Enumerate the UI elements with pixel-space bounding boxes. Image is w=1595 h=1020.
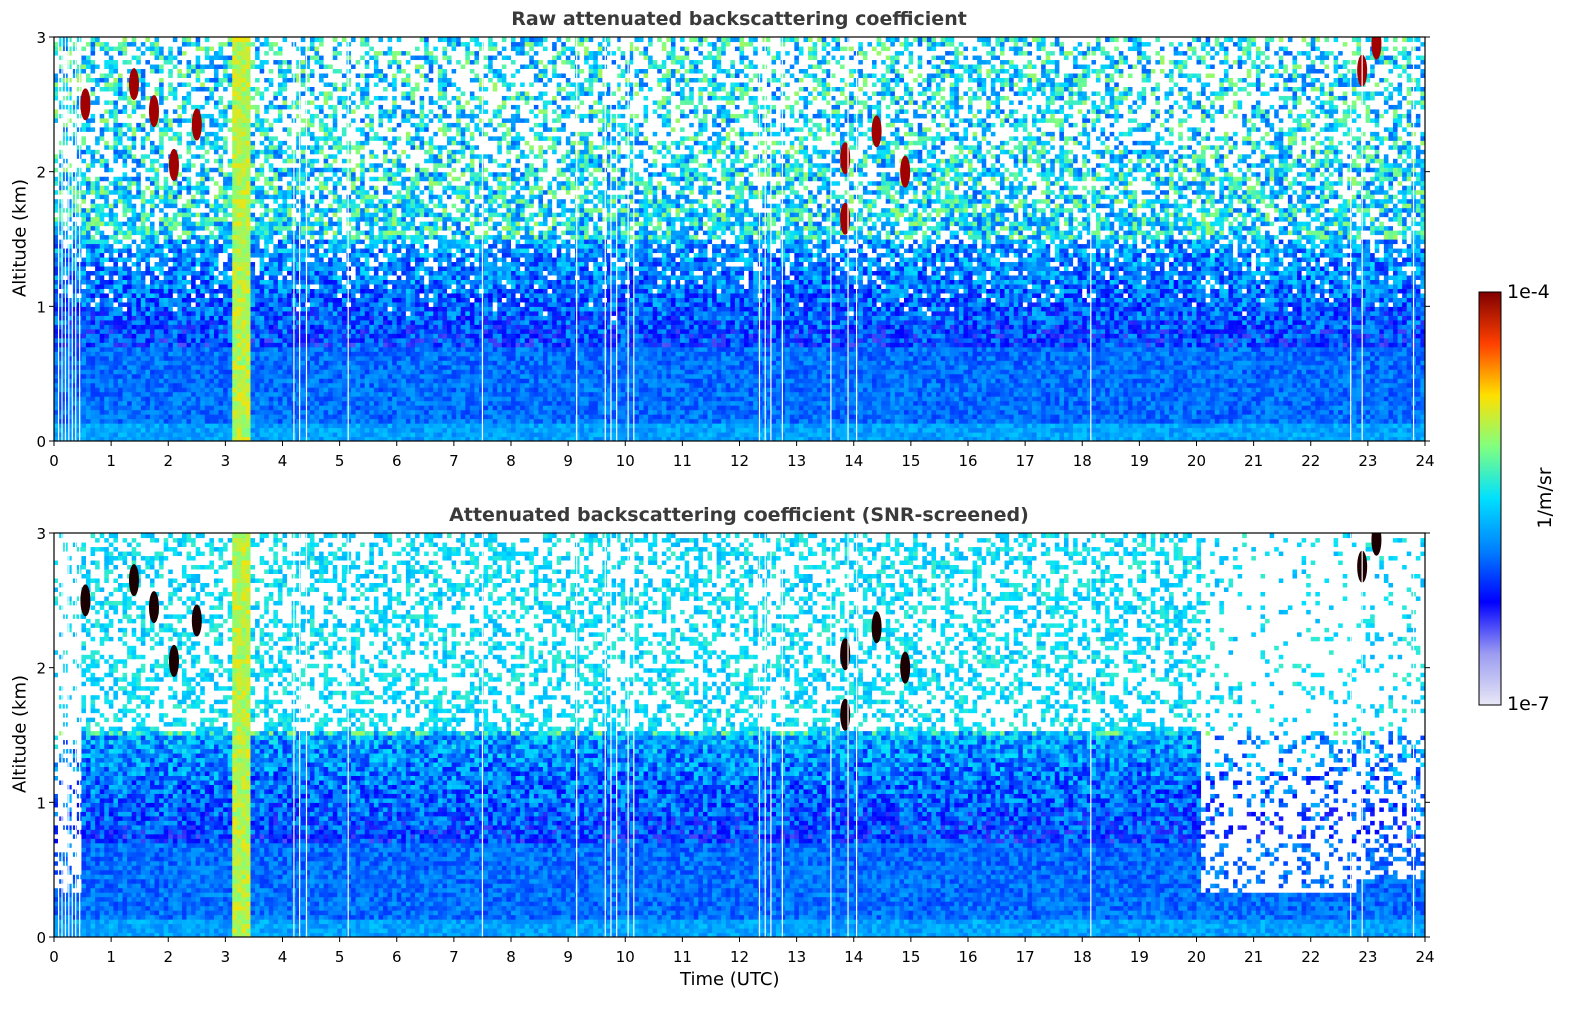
top-x-tick-label: 5	[335, 452, 345, 470]
bottom-x-tick-label: 22	[1301, 948, 1320, 966]
bottom-y-tick-label: 0	[36, 929, 46, 947]
top-x-tick-label: 16	[958, 452, 977, 470]
top-cloud-feature	[900, 155, 911, 188]
top-x-tick-label: 11	[673, 452, 692, 470]
colorbar-unit-label: 1/m/sr	[1534, 467, 1556, 528]
bottom-x-tick-label: 14	[844, 948, 863, 966]
bottom-cloud-feature	[900, 651, 911, 684]
top-x-tick-label: 2	[163, 452, 173, 470]
top-cloud-feature	[128, 68, 139, 101]
bottom-x-tick-label: 15	[901, 948, 920, 966]
bottom-x-tick-label: 16	[958, 948, 977, 966]
bottom-x-tick-label: 11	[673, 948, 692, 966]
top-x-tick-label: 7	[449, 452, 459, 470]
top-x-tick-label: 18	[1073, 452, 1092, 470]
bottom-x-tick-label: 6	[392, 948, 402, 966]
bottom-x-tick-label: 17	[1016, 948, 1035, 966]
top-y-tick-label: 3	[36, 29, 46, 47]
top-x-tick-label: 19	[1130, 452, 1149, 470]
bottom-panel-title: Attenuated backscattering coefficient (S…	[449, 504, 1029, 526]
top-x-tick-label: 3	[221, 452, 231, 470]
bottom-cloud-feature	[80, 584, 91, 617]
bottom-x-tick-label: 23	[1358, 948, 1377, 966]
bottom-y-tick-label: 2	[36, 660, 46, 678]
bottom-cloud-feature	[840, 638, 851, 671]
top-x-tick-label: 23	[1358, 452, 1377, 470]
top-cloud-feature	[840, 142, 851, 175]
top-cloud-feature	[191, 108, 202, 141]
bottom-cloud-feature	[148, 591, 159, 624]
bottom-x-tick-label: 2	[163, 948, 173, 966]
top-cloud-feature	[148, 95, 159, 128]
colorbar	[1478, 291, 1502, 706]
bottom-y-tick-label: 3	[36, 525, 46, 543]
bottom-cloud-feature	[191, 604, 202, 637]
bottom-cloud-feature	[871, 611, 882, 644]
bottom-cloud-feature	[128, 564, 139, 597]
bottom-x-tick-label: 18	[1073, 948, 1092, 966]
bottom-x-tick-label: 1	[106, 948, 116, 966]
bottom-x-tick-label: 5	[335, 948, 345, 966]
bottom-x-tick-label: 10	[616, 948, 635, 966]
x-axis-label: Time (UTC)	[680, 969, 780, 990]
colorbar-max-label: 1e-4	[1507, 281, 1550, 303]
top-x-tick-label: 24	[1415, 452, 1434, 470]
top-cloud-feature	[168, 148, 179, 181]
top-x-tick-label: 20	[1187, 452, 1206, 470]
top-x-tick-label: 9	[563, 452, 573, 470]
top-y-tick-label: 1	[36, 298, 46, 316]
top-x-tick-label: 22	[1301, 452, 1320, 470]
bottom-x-tick-label: 9	[563, 948, 573, 966]
top-cloud-feature	[80, 88, 91, 121]
bottom-x-tick-label: 20	[1187, 948, 1206, 966]
bottom-x-tick-label: 12	[730, 948, 749, 966]
bottom-cloud-feature	[168, 644, 179, 677]
bottom-cloud-feature	[840, 698, 851, 731]
bottom-x-tick-label: 13	[787, 948, 806, 966]
top-x-tick-label: 8	[506, 452, 516, 470]
top-y-tick-label: 0	[36, 433, 46, 451]
top-heatmap	[54, 37, 1425, 441]
top-x-tick-label: 1	[106, 452, 116, 470]
top-x-tick-label: 6	[392, 452, 402, 470]
bottom-x-tick-label: 3	[221, 948, 231, 966]
top-x-tick-label: 10	[616, 452, 635, 470]
bottom-x-tick-label: 8	[506, 948, 516, 966]
top-x-tick-label: 14	[844, 452, 863, 470]
top-x-tick-label: 21	[1244, 452, 1263, 470]
top-x-tick-label: 13	[787, 452, 806, 470]
top-x-tick-label: 12	[730, 452, 749, 470]
colorbar-min-label: 1e-7	[1507, 693, 1550, 715]
bottom-x-tick-label: 19	[1130, 948, 1149, 966]
top-y-tick-label: 2	[36, 164, 46, 182]
top-x-tick-label: 17	[1016, 452, 1035, 470]
top-cloud-feature	[1371, 37, 1382, 60]
bottom-cloud-feature	[1371, 533, 1382, 556]
bottom-heatmap	[54, 533, 1425, 937]
bottom-x-tick-label: 21	[1244, 948, 1263, 966]
bottom-x-tick-label: 4	[278, 948, 288, 966]
top-panel-title: Raw attenuated backscattering coefficien…	[511, 8, 967, 30]
top-x-tick-label: 0	[49, 452, 59, 470]
bottom-x-tick-label: 24	[1415, 948, 1434, 966]
bottom-x-tick-label: 0	[49, 948, 59, 966]
top-cloud-feature	[871, 115, 882, 148]
bottom-y-tick-label: 1	[36, 794, 46, 812]
top-x-tick-label: 15	[901, 452, 920, 470]
bottom-x-tick-label: 7	[449, 948, 459, 966]
top-x-tick-label: 4	[278, 452, 288, 470]
top-cloud-feature	[840, 202, 851, 235]
